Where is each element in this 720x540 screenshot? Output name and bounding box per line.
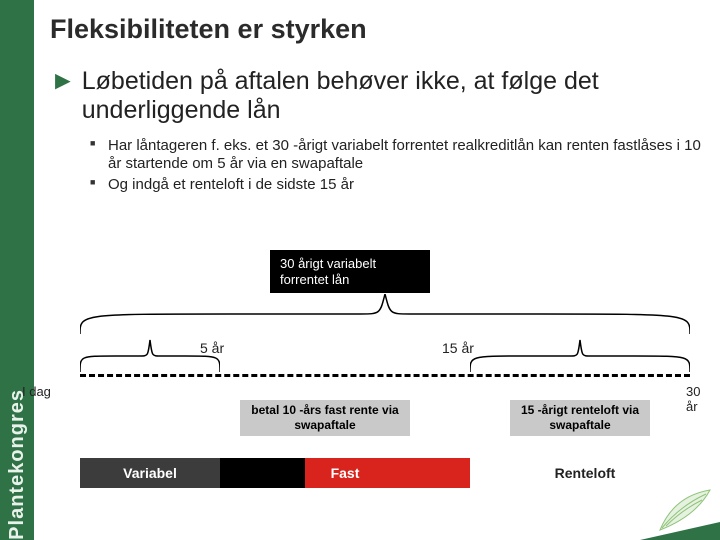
brand-sidebar-text: Plantekongres	[6, 379, 29, 540]
end-label: 30 år	[686, 384, 710, 414]
period-label-2: 15 år	[442, 340, 474, 356]
diagram-top-box: 30 årigt variabelt forrentet lån	[270, 250, 430, 293]
sub-bullet: Og indgå et renteloft i de sidste 15 år	[90, 176, 710, 195]
main-bullet-text: Løbetiden på aftalen behøver ikke, at fø…	[82, 67, 710, 125]
sub-bullet: Har låntageren f. eks. et 30 -årigt vari…	[90, 137, 710, 175]
period-label-1: 5 år	[200, 340, 224, 356]
arrow-icon: ►	[50, 67, 76, 93]
content-area: Fleksibiliteten er styrken ► Løbetiden p…	[50, 14, 710, 197]
today-label: I dag	[22, 384, 51, 399]
brace-icon	[80, 338, 220, 372]
mid-box-right: 15 -årigt renteloft via swapaftale	[510, 400, 650, 436]
main-bullet: ► Løbetiden på aftalen behøver ikke, at …	[50, 67, 710, 125]
timeline-diagram: 30 årigt variabelt forrentet lån 5 år 15…	[50, 250, 710, 510]
bar-variable: Variabel	[80, 458, 220, 488]
timeline-axis	[80, 374, 690, 377]
mid-box-left: betal 10 -års fast rente via swapaftale	[240, 400, 410, 436]
leaf-icon	[656, 486, 712, 532]
bar-fast-label: Fast	[220, 458, 470, 488]
slide: Plantekongres Fleksibiliteten er styrken…	[0, 0, 720, 540]
brace-icon	[470, 338, 690, 372]
bar-cap: Renteloft	[470, 458, 700, 488]
brand-sidebar: Plantekongres	[0, 0, 34, 540]
brace-icon	[80, 294, 690, 334]
sub-bullet-list: Har låntageren f. eks. et 30 -årigt vari…	[90, 137, 710, 195]
page-title: Fleksibiliteten er styrken	[50, 14, 710, 45]
